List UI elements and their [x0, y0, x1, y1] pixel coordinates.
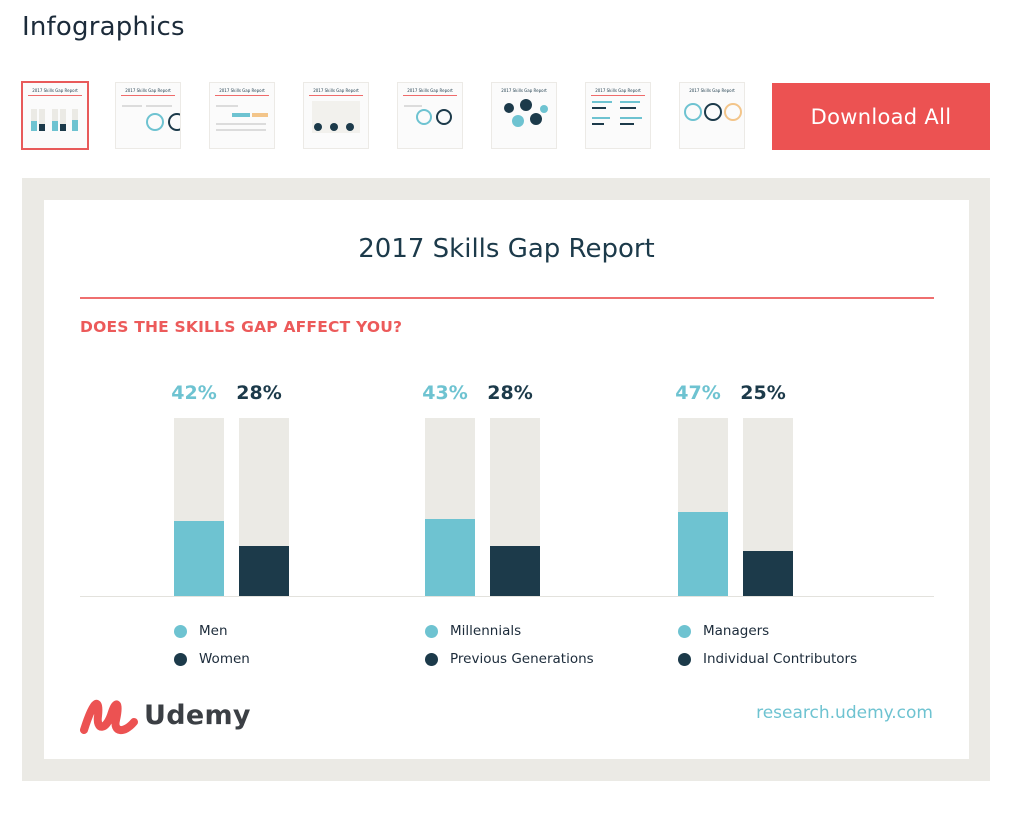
report-question: DOES THE SKILLS GAP AFFECT YOU?: [80, 318, 403, 336]
legend-item-managers: Managers: [678, 623, 769, 639]
thumbnail-6[interactable]: 2017 Skills Gap Report: [492, 83, 556, 148]
thumbnail-title: 2017 Skills Gap Report: [501, 88, 547, 93]
bar-label-previous-generations: 28%: [487, 382, 533, 404]
report-title: 2017 Skills Gap Report: [358, 234, 655, 264]
download-all-button[interactable]: Download All: [772, 83, 990, 150]
legend-dot: [425, 652, 438, 666]
bar-individual-contributors: [743, 551, 793, 596]
thumbnail-7[interactable]: 2017 Skills Gap Report: [586, 83, 650, 148]
legend-item-individual-contributors: Individual Contributors: [678, 651, 857, 667]
bar-track: [239, 418, 289, 596]
thumbnail-title: 2017 Skills Gap Report: [125, 88, 171, 93]
site-url[interactable]: research.udemy.com: [756, 703, 933, 723]
bar-label-women: 28%: [236, 382, 282, 404]
legend-dot: [678, 652, 691, 666]
bar-previous-generations: [490, 546, 540, 596]
bar-women: [239, 546, 289, 596]
thumbnail-title: 2017 Skills Gap Report: [689, 88, 735, 93]
thumbnail-title: 2017 Skills Gap Report: [32, 88, 78, 93]
thumbnail-2[interactable]: 2017 Skills Gap Report: [116, 83, 180, 148]
chart-baseline: [80, 596, 934, 597]
udemy-logo: Udemy: [80, 690, 251, 740]
bar-managers: [678, 512, 728, 596]
infographic-preview: 2017 Skills Gap Report DOES THE SKILLS G…: [22, 178, 990, 781]
legend-dot: [678, 624, 691, 638]
legend-item-previous-generations: Previous Generations: [425, 651, 594, 667]
udemy-logo-icon: [80, 700, 138, 734]
brand-name: Udemy: [144, 699, 251, 731]
legend-item-millennials: Millennials: [425, 623, 521, 639]
bar-millennials: [425, 519, 475, 596]
bar-label-millennials: 43%: [422, 382, 468, 404]
legend-dot: [174, 652, 187, 666]
legend-dot: [425, 624, 438, 638]
legend-dot: [174, 624, 187, 638]
thumbnail-title: 2017 Skills Gap Report: [313, 88, 359, 93]
thumbnail-4[interactable]: 2017 Skills Gap Report: [304, 83, 368, 148]
bar-track: [174, 418, 224, 596]
bar-label-men: 42%: [171, 382, 217, 404]
thumbnail-1[interactable]: 2017 Skills Gap Report: [23, 83, 87, 148]
thumbnail-8[interactable]: 2017 Skills Gap Report: [680, 83, 744, 148]
bar-track: [425, 418, 475, 596]
bar-label-managers: 47%: [675, 382, 721, 404]
title-divider: [80, 297, 934, 299]
section-title: Infographics: [22, 12, 185, 42]
thumbnail-title: 2017 Skills Gap Report: [407, 88, 453, 93]
thumbnail-title: 2017 Skills Gap Report: [219, 88, 265, 93]
legend-item-women: Women: [174, 651, 250, 667]
bar-track: [490, 418, 540, 596]
bar-label-individual-contributors: 25%: [740, 382, 786, 404]
legend-item-men: Men: [174, 623, 228, 639]
thumbnail-title: 2017 Skills Gap Report: [595, 88, 641, 93]
bar-track: [743, 418, 793, 596]
thumbnail-5[interactable]: 2017 Skills Gap Report: [398, 83, 462, 148]
bar-track: [678, 418, 728, 596]
bar-men: [174, 521, 224, 596]
infographic-card: 2017 Skills Gap Report DOES THE SKILLS G…: [44, 200, 969, 759]
thumbnail-3[interactable]: 2017 Skills Gap Report: [210, 83, 274, 148]
